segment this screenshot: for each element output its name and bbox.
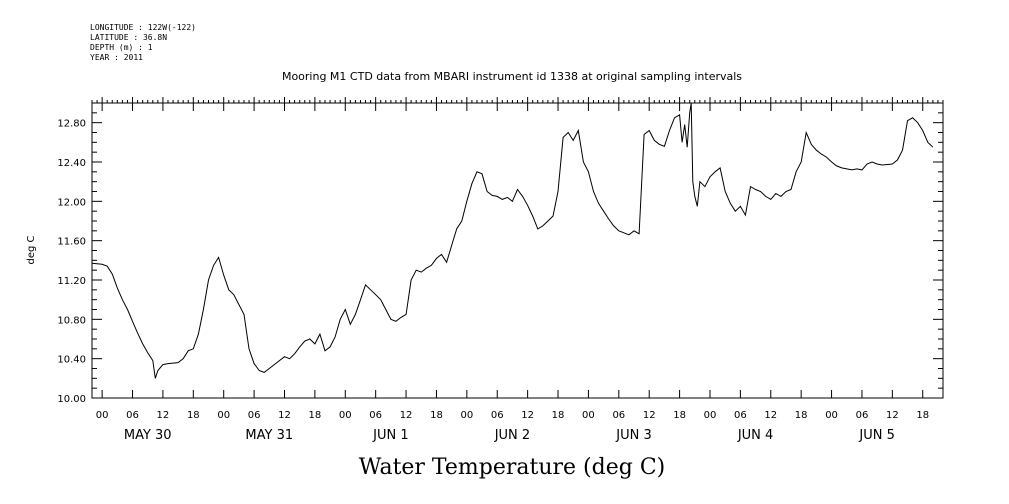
x-day-label: MAY 31 — [245, 428, 293, 443]
y-tick-label: 10.40 — [57, 355, 86, 366]
x-hour-label: 00 — [582, 410, 595, 421]
x-hour-label: 00 — [339, 410, 352, 421]
x-axis-label: Water Temperature (deg C) — [359, 455, 666, 480]
x-hour-label: 12 — [643, 410, 656, 421]
x-day-label: MAY 30 — [124, 428, 172, 443]
x-hour-label: 12 — [400, 410, 413, 421]
x-hour-label: 12 — [886, 410, 899, 421]
x-hour-label: 00 — [217, 410, 230, 421]
x-hour-label: 18 — [187, 410, 200, 421]
x-hour-label: 18 — [552, 410, 565, 421]
x-day-label: JUN 5 — [858, 428, 894, 443]
x-hour-label: 06 — [856, 410, 869, 421]
chart-title: Mooring M1 CTD data from MBARI instrumen… — [282, 70, 742, 83]
x-hour-label: 06 — [734, 410, 747, 421]
depth-label: DEPTH (m) : 1 — [90, 43, 153, 52]
x-hour-label: 18 — [309, 410, 322, 421]
temperature-series-line — [91, 102, 934, 379]
latitude-label: LATITUDE : 36.8N — [90, 33, 167, 42]
y-tick-label: 12.40 — [57, 158, 86, 169]
y-axis-label: deg C — [26, 235, 37, 264]
y-tick-label: 11.60 — [57, 237, 86, 248]
y-tick-label: 12.00 — [57, 197, 86, 208]
x-hour-label: 00 — [704, 410, 717, 421]
x-hour-label: 18 — [795, 410, 808, 421]
x-hour-label: 18 — [673, 410, 686, 421]
x-axis: 00 06 12 18 MAY 30 00 06 12 18 MAY 31 00 06 12 18 JUN … — [91, 97, 944, 443]
y-axis: 10.00 10.40 10.80 11.20 11.60 12.00 12.40 12.80 — [57, 112, 943, 405]
x-hour-label: 18 — [916, 410, 929, 421]
x-hour-label: 12 — [278, 410, 291, 421]
x-hour-label: 06 — [612, 410, 625, 421]
x-day-label: JUN 2 — [494, 428, 530, 443]
x-hour-label: 00 — [96, 410, 109, 421]
longitude-label: LONGITUDE : 122W(-122) — [90, 23, 196, 32]
series-group — [91, 102, 934, 379]
x-day-label: JUN 1 — [372, 428, 408, 443]
plot-frame — [91, 102, 944, 399]
year-label: YEAR : 2011 — [90, 53, 143, 62]
x-hour-label: 06 — [491, 410, 504, 421]
y-tick-label: 10.00 — [57, 394, 86, 405]
x-hour-label: 06 — [126, 410, 139, 421]
x-hour-label: 12 — [521, 410, 534, 421]
x-hour-label: 00 — [460, 410, 473, 421]
x-hour-label: 00 — [825, 410, 838, 421]
x-hour-label: 06 — [369, 410, 382, 421]
y-tick-label: 11.20 — [57, 276, 86, 287]
y-tick-label: 12.80 — [57, 119, 86, 130]
x-day-label: JUN 4 — [737, 428, 773, 443]
x-hour-label: 18 — [430, 410, 443, 421]
x-hour-label: 12 — [157, 410, 170, 421]
y-tick-label: 10.80 — [57, 315, 86, 326]
x-hour-label: 06 — [248, 410, 261, 421]
x-hour-label: 12 — [764, 410, 777, 421]
x-day-label: JUN 3 — [615, 428, 651, 443]
